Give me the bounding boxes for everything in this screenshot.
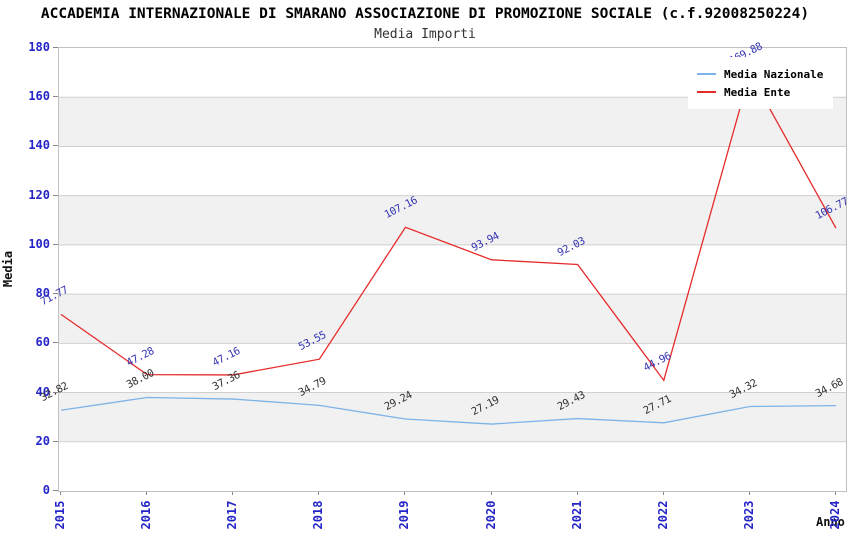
x-tick-label: 2024 xyxy=(828,500,842,530)
y-tick-mark xyxy=(53,96,58,98)
y-tick-mark xyxy=(53,47,58,48)
x-axis-title: Anno xyxy=(816,515,845,529)
x-tick-label: 2019 xyxy=(397,500,412,530)
chart-title: ACCADEMIA INTERNAZIONALE DI SMARANO ASSO… xyxy=(40,6,810,22)
x-tick-mark xyxy=(60,491,61,495)
y-tick-label: 140 xyxy=(28,138,50,153)
x-tick-mark xyxy=(576,491,578,495)
y-tick-mark xyxy=(53,342,58,344)
legend-item-media-ente: Media Ente xyxy=(697,84,823,100)
y-tick-label: 60 xyxy=(35,335,50,350)
x-tick-mark xyxy=(662,491,664,495)
y-tick-mark xyxy=(53,243,58,245)
y-tick-mark xyxy=(53,293,58,295)
y-tick-mark xyxy=(53,490,58,491)
series-line-0 xyxy=(60,396,837,425)
x-tick-mark xyxy=(318,491,320,495)
x-tick-label: 2022 xyxy=(655,500,670,530)
legend-label-ente: Media Ente xyxy=(724,85,791,99)
y-tick-mark xyxy=(53,194,58,196)
plot-svg xyxy=(59,71,846,443)
band xyxy=(59,195,846,245)
band xyxy=(59,392,846,442)
x-tick-mark xyxy=(835,491,836,495)
chart-subtitle: Media Importi xyxy=(374,27,476,42)
legend-label-nazionale: Media Nazionale xyxy=(724,67,824,81)
legend-swatch-nazionale-icon xyxy=(697,73,716,75)
y-tick-label: 180 xyxy=(28,40,50,54)
x-tick-mark xyxy=(146,491,148,495)
x-tick-label: 2016 xyxy=(139,500,154,530)
x-tick-label: 2017 xyxy=(225,500,240,530)
y-tick-label: 100 xyxy=(28,236,50,251)
y-tick-label: 120 xyxy=(28,187,50,202)
x-tick-mark xyxy=(748,491,750,495)
x-tick-label: 2023 xyxy=(741,500,756,530)
y-tick-mark xyxy=(53,145,58,147)
x-tick-mark xyxy=(232,491,234,495)
y-tick-label: 160 xyxy=(28,89,50,104)
band xyxy=(59,294,846,344)
x-tick-mark xyxy=(404,491,406,495)
x-tick-label: 2018 xyxy=(311,500,326,530)
legend: Media Nazionale Media Ente xyxy=(688,57,834,109)
x-tick-mark xyxy=(490,491,492,495)
legend-item-media-nazionale: Media Nazionale xyxy=(697,66,823,82)
y-tick-label: 0 xyxy=(42,483,50,497)
plot-area: 32.82 38.00 37.36 34.79 29.24 27.19 29.43 27.71… xyxy=(39,40,850,492)
y-tick-label: 80 xyxy=(35,286,50,301)
series-line-1 xyxy=(60,71,837,382)
y-tick-mark xyxy=(53,440,58,442)
y-tick-label: 40 xyxy=(35,384,50,399)
y-tick-label: 20 xyxy=(35,433,50,448)
x-tick-label: 2021 xyxy=(569,500,584,530)
x-tick-label: 2015 xyxy=(53,500,67,530)
x-tick-label: 2020 xyxy=(483,500,498,530)
legend-swatch-ente-icon xyxy=(697,91,716,93)
y-tick-mark xyxy=(53,391,58,393)
